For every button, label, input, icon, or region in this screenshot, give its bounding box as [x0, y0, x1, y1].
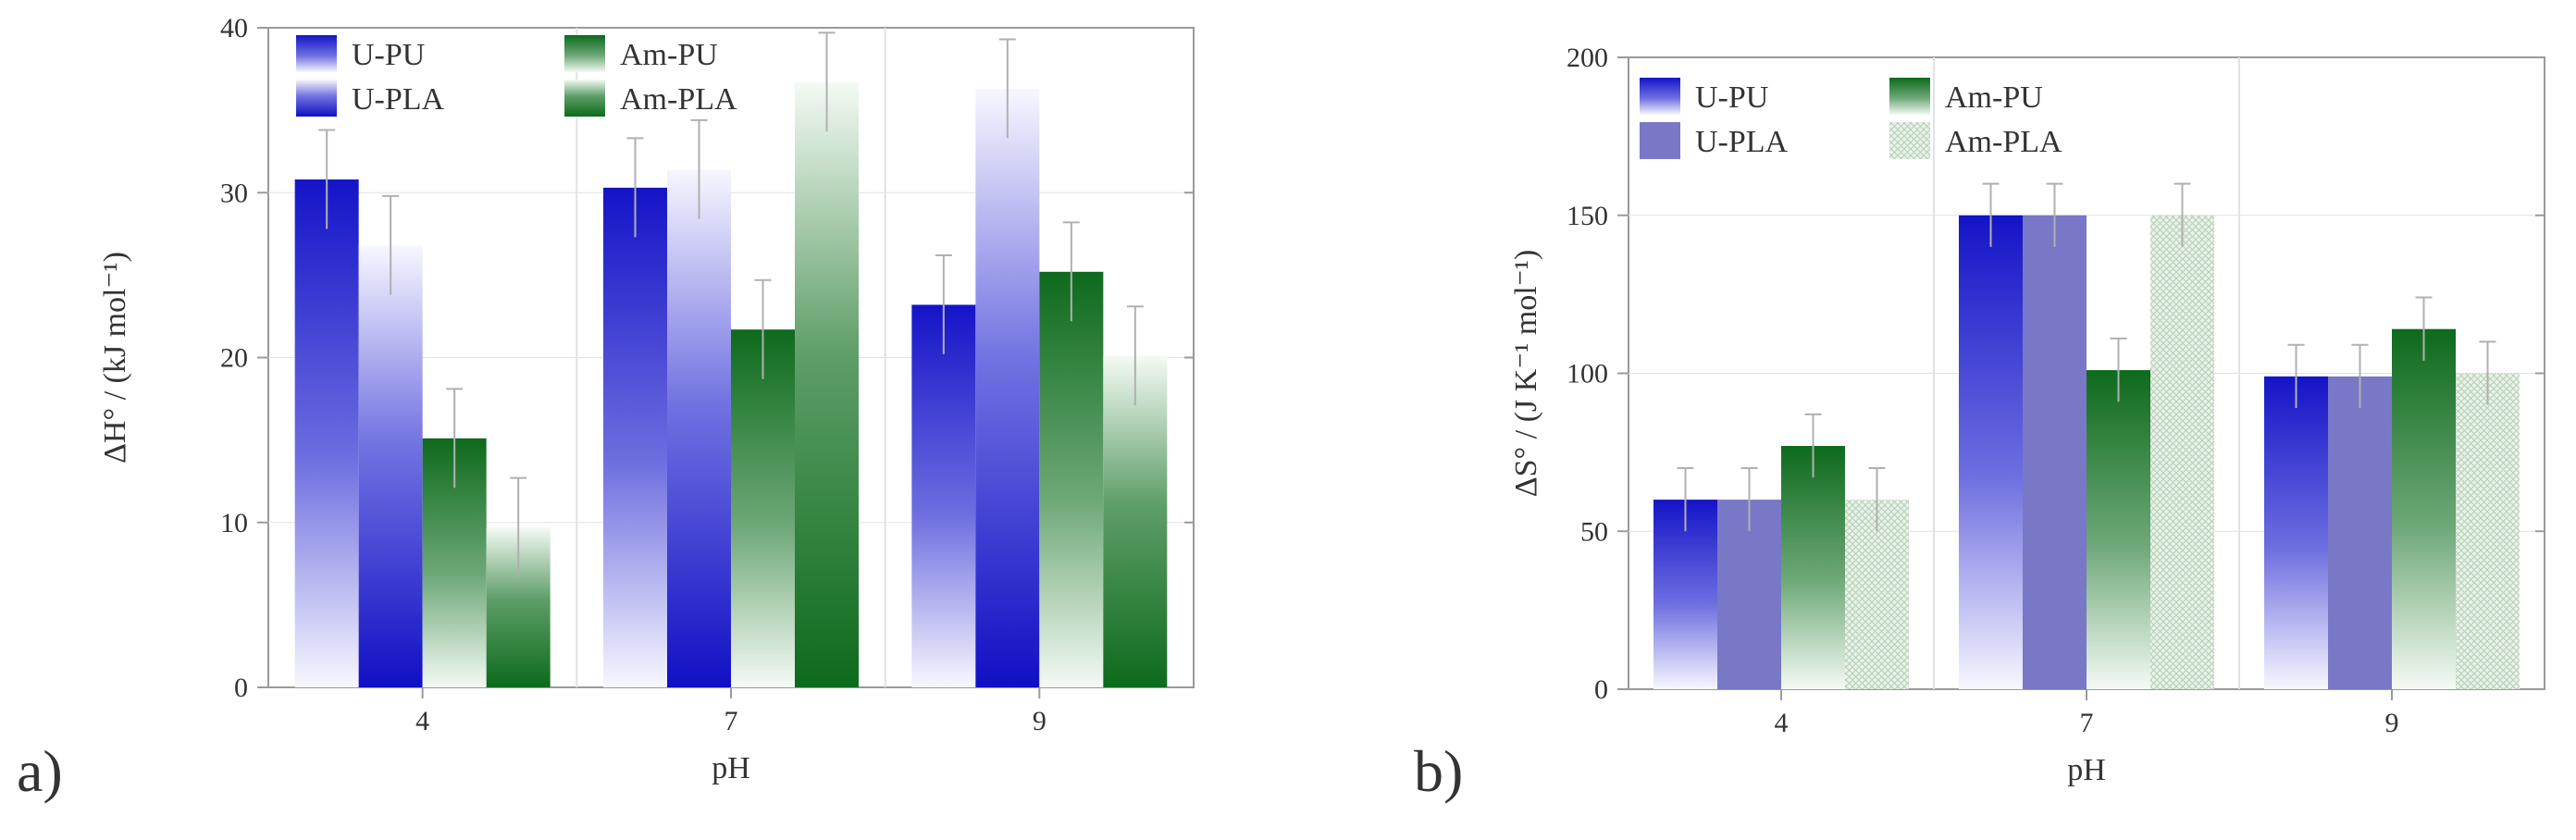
legend-swatch-u-pla: [1640, 122, 1680, 159]
y-tick-label: 0: [234, 673, 248, 703]
legend-label-am-pu: Am-PU: [1945, 80, 2043, 115]
legend-label-u-pla: U-PLA: [352, 82, 445, 117]
legend-swatch-u-pu: [296, 35, 337, 72]
bar-am-pu-ph7: [731, 329, 795, 687]
y-tick-label: 0: [1594, 674, 1608, 705]
legend-swatch-u-pu: [1640, 78, 1680, 115]
legend-label-u-pu: U-PU: [1695, 80, 1768, 115]
x-axis-label: pH: [2067, 753, 2106, 787]
bar-am-pu-ph7: [2087, 370, 2150, 689]
legend-label-u-pla: U-PLA: [1695, 125, 1789, 159]
chart-panel-a: 0 10 20 30 40 4 7 9 U-PU U-PLA Am-PU Am-PLA pH ΔH° / …: [98, 13, 1195, 785]
y-tick-label: 10: [220, 508, 248, 538]
y-axis-label: ΔS° / (J K⁻¹ mol⁻¹): [1509, 250, 1543, 497]
bar-u-pu-ph4: [294, 179, 359, 688]
bar-u-pla-ph7: [2023, 215, 2087, 689]
legend-swatch-am-pu: [1889, 78, 1930, 115]
y-tick-label: 200: [1567, 43, 1608, 73]
y-tick-label: 150: [1567, 201, 1608, 231]
bar-u-pla-ph7: [667, 169, 731, 688]
bar-am-pla-ph7: [2150, 215, 2214, 689]
y-tick-label: 50: [1580, 516, 1608, 547]
bar-u-pu-ph9: [911, 304, 976, 687]
chart-panel-b: 0 50 100 150 200 4 7 9 U-PU U-PLA Am-PU Am-PLA pH ΔS°…: [1509, 43, 2545, 787]
x-tick-label: 4: [415, 706, 429, 736]
legend-swatch-am-pla: [564, 80, 605, 117]
bar-u-pu-ph7: [603, 187, 667, 688]
legend-swatch-am-pla: [1889, 122, 1930, 159]
panel-label-b: b): [1414, 738, 1463, 804]
x-axis-label: pH: [712, 751, 750, 785]
y-tick-label: 20: [220, 343, 248, 374]
bar-am-pu-ph9: [1039, 271, 1104, 687]
y-tick-label: 30: [220, 178, 248, 208]
x-tick-label: 7: [2080, 708, 2094, 738]
bar-am-pla-ph9: [2456, 373, 2520, 689]
y-tick-label: 100: [1567, 359, 1608, 389]
x-tick-label: 9: [2385, 708, 2399, 738]
legend-swatch-am-pu: [564, 35, 605, 72]
x-tick-label: 9: [1033, 706, 1046, 736]
legend-label-am-pla: Am-PLA: [1945, 125, 2062, 159]
legend-label-u-pu: U-PU: [352, 38, 425, 72]
bar-am-pu-ph4: [1781, 446, 1845, 689]
bar-am-pu-ph9: [2392, 328, 2456, 689]
x-tick-label: 4: [1775, 708, 1789, 738]
legend-swatch-u-pla: [296, 80, 337, 117]
bar-u-pla-ph9: [975, 88, 1040, 687]
legend-label-am-pu: Am-PU: [620, 38, 718, 72]
y-axis-label: ΔH° / (kJ mol⁻¹): [98, 252, 132, 463]
bar-u-pla-ph4: [358, 245, 423, 687]
bar-u-pu-ph9: [2264, 376, 2328, 689]
bar-am-pla-ph7: [795, 81, 859, 687]
bar-u-pla-ph9: [2328, 376, 2392, 689]
panel-label-a: a): [17, 738, 63, 804]
x-tick-label: 7: [724, 706, 738, 736]
bar-am-pla-ph9: [1103, 355, 1168, 687]
y-tick-label: 40: [220, 13, 248, 43]
legend-label-am-pla: Am-PLA: [620, 82, 737, 117]
bar-u-pu-ph7: [1959, 215, 2023, 689]
